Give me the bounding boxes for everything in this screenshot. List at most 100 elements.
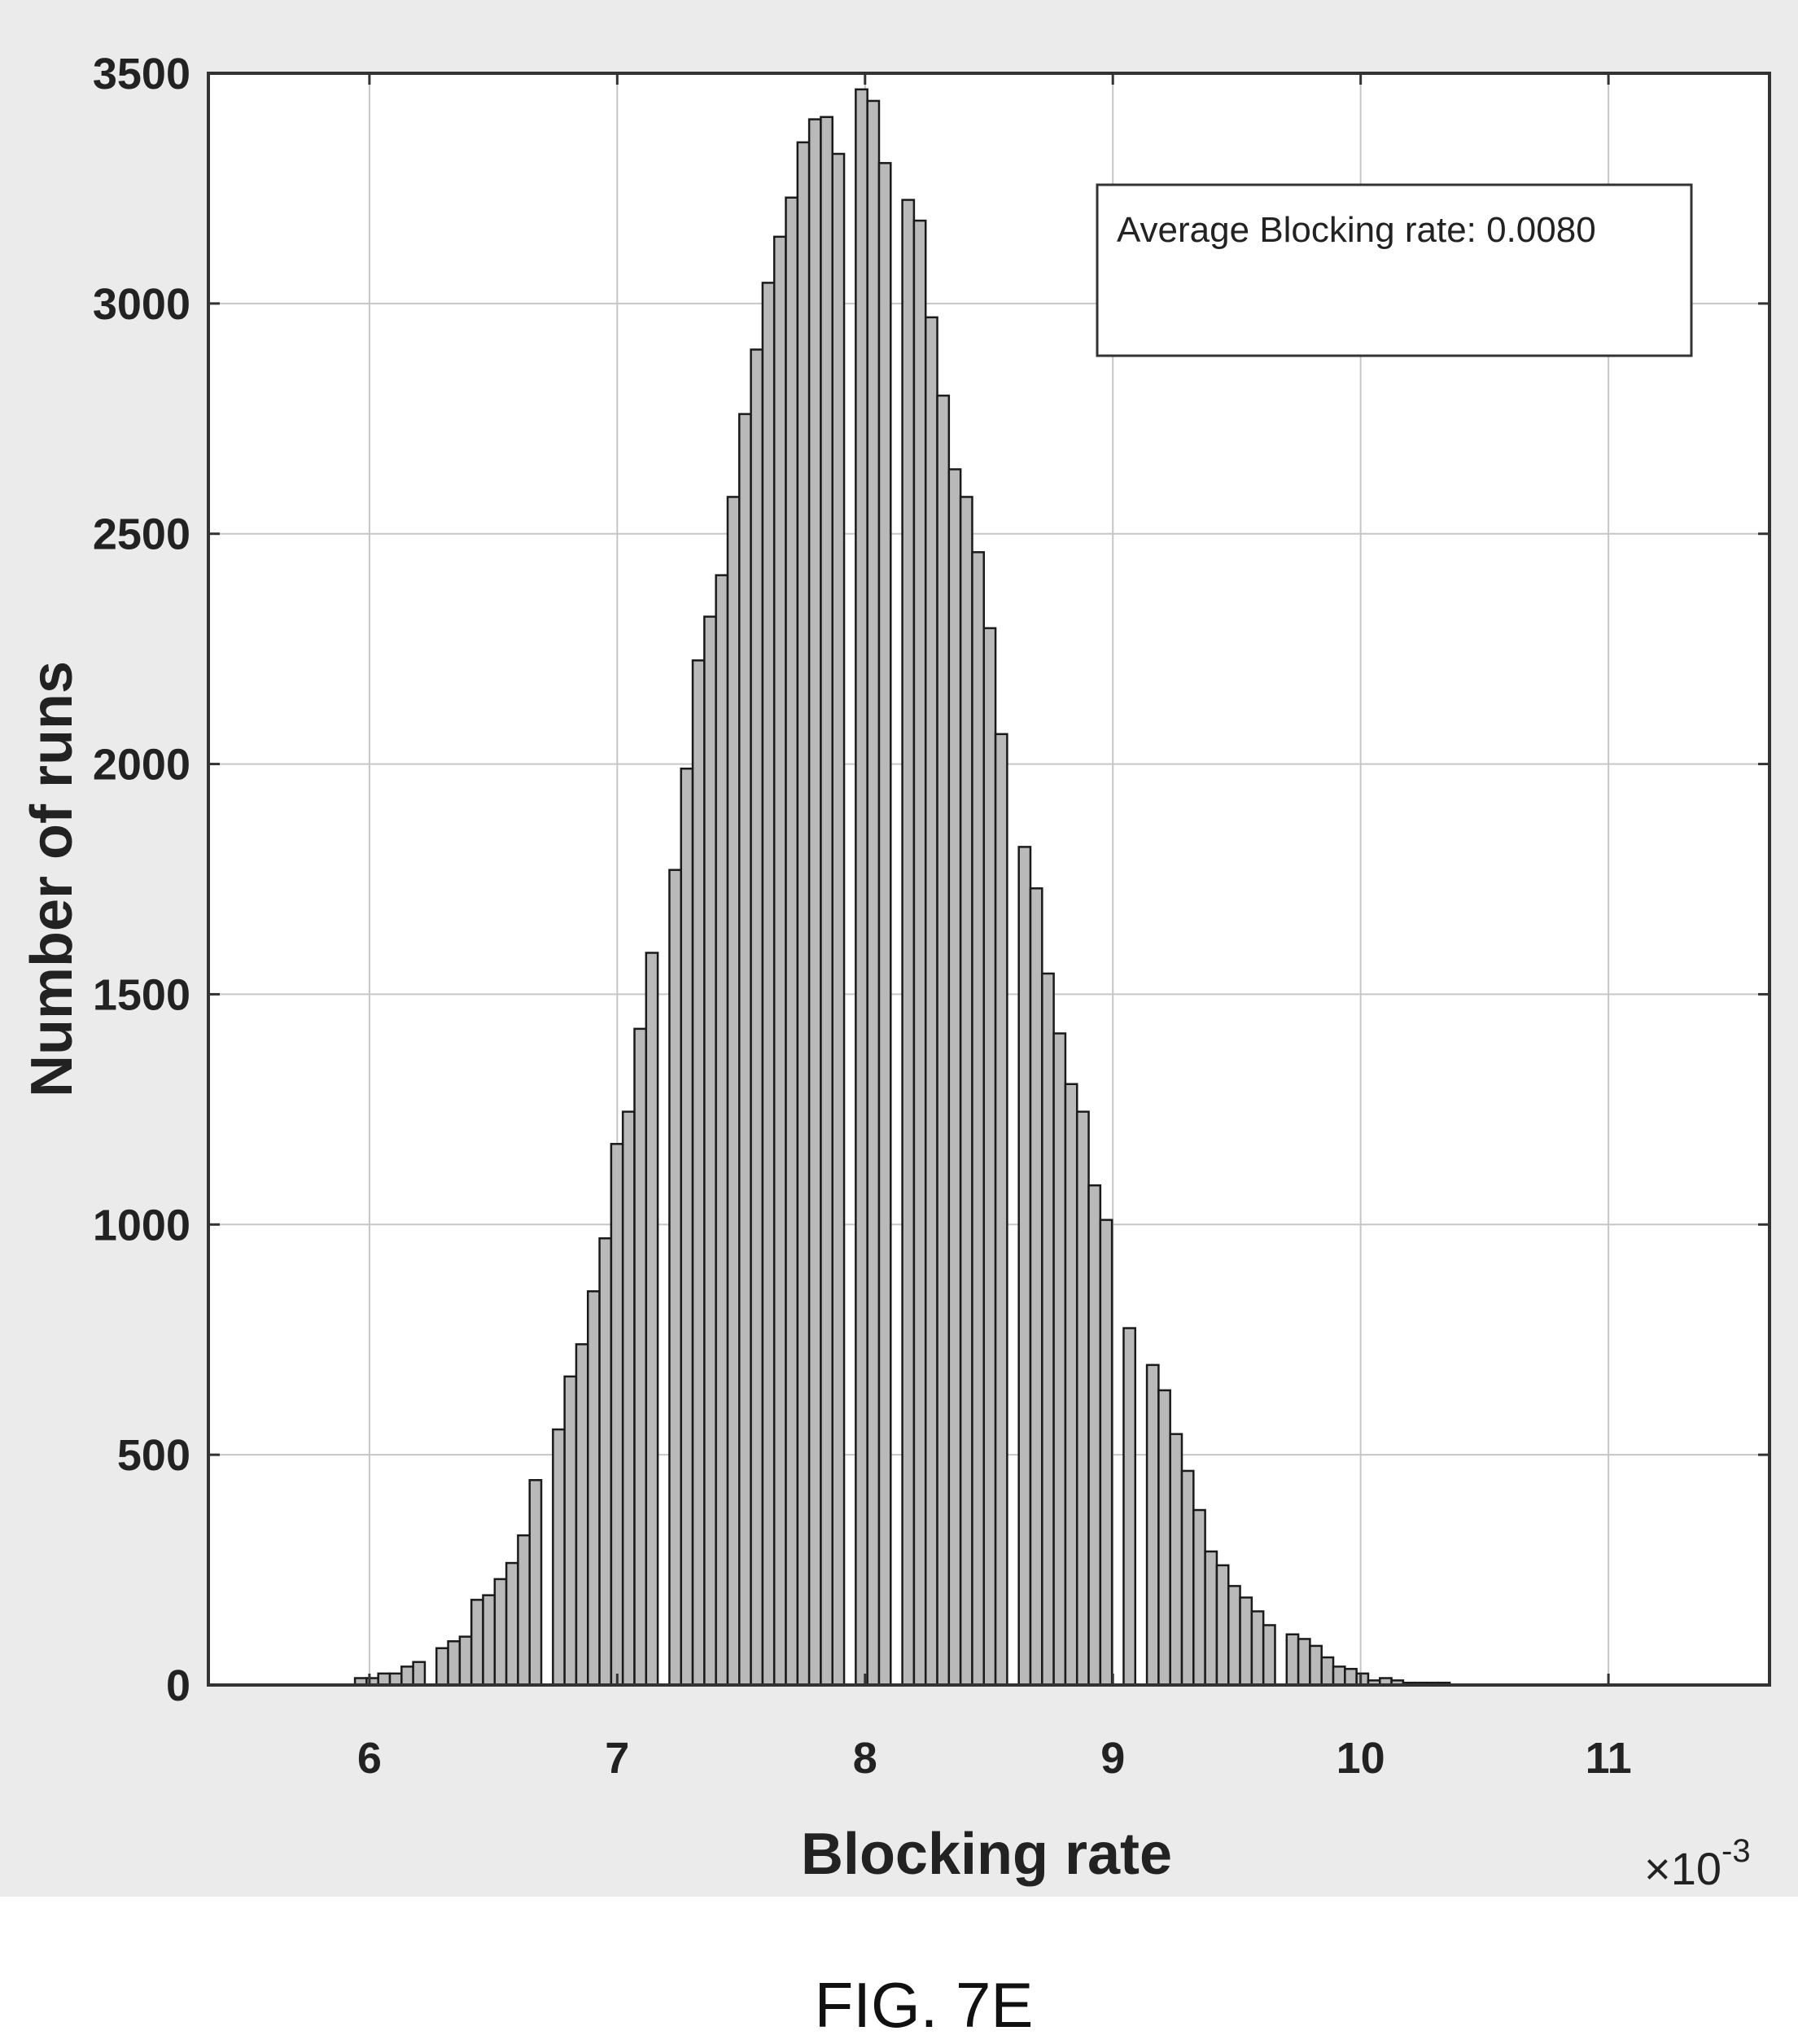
- histogram-bar: [528, 1479, 543, 1687]
- histogram-bar: [738, 413, 752, 1687]
- annotation-frame: [1096, 183, 1693, 357]
- histogram-bar: [1309, 1644, 1323, 1687]
- histogram-bar: [563, 1375, 578, 1687]
- histogram-bar: [866, 99, 881, 1687]
- histogram-bar: [726, 496, 741, 1687]
- x-tick-label-5: 11: [1586, 1734, 1632, 1783]
- y-tick-label-5: 2500: [93, 510, 190, 559]
- histogram-bar: [1204, 1550, 1218, 1687]
- y-tick-label-3: 1500: [93, 970, 190, 1019]
- histogram-bar: [1122, 1327, 1137, 1687]
- x-multiplier: ×10-3: [1644, 1833, 1751, 1894]
- histogram-bar: [1145, 1363, 1160, 1687]
- histogram-bar: [820, 116, 833, 1687]
- histogram-bar: [598, 1237, 613, 1687]
- histogram-bar: [994, 733, 1008, 1687]
- histogram-bar: [668, 869, 682, 1687]
- histogram-bar: [447, 1640, 462, 1687]
- axis-ticks: [208, 72, 1770, 1687]
- histogram-bar: [1169, 1433, 1183, 1687]
- histogram-bar: [750, 348, 764, 1687]
- x-tick-label-2: 8: [853, 1734, 877, 1783]
- y-tick-label-4: 2000: [93, 741, 190, 790]
- histogram-bar: [680, 767, 694, 1687]
- histogram-bar: [517, 1534, 531, 1687]
- histogram-bar: [959, 496, 973, 1687]
- y-tick-label-2: 1000: [93, 1201, 190, 1250]
- histogram-bar: [703, 615, 717, 1687]
- histogram-bar: [1041, 972, 1055, 1687]
- x-tick-label-4: 10: [1336, 1734, 1385, 1783]
- histogram-bar: [947, 468, 962, 1687]
- histogram-bar: [633, 1027, 648, 1687]
- x-tick-labels: 6 7 8 9 10 11: [357, 1734, 1632, 1783]
- histogram-bar: [1332, 1665, 1346, 1687]
- histogram-bar: [388, 1672, 403, 1687]
- histogram-bar: [587, 1290, 601, 1687]
- histogram-bar: [761, 282, 776, 1687]
- histogram-bar: [912, 219, 927, 1687]
- histogram-bar: [1320, 1656, 1335, 1687]
- histogram-bar: [610, 1143, 624, 1687]
- x-multiplier-base: ×10: [1644, 1843, 1721, 1894]
- histogram-bar: [715, 574, 729, 1687]
- y-tick-label-0: 0: [166, 1661, 190, 1710]
- y-tick-label-7: 3500: [93, 50, 190, 98]
- histogram-bar: [1029, 887, 1043, 1687]
- histogram-bar: [901, 199, 916, 1687]
- histogram-bar: [831, 152, 846, 1687]
- histogram-bar: [377, 1672, 392, 1687]
- histogram-bar: [1157, 1389, 1171, 1687]
- histogram-bar: [482, 1594, 497, 1687]
- histogram-bar: [1250, 1610, 1265, 1687]
- histogram-bar: [1052, 1032, 1067, 1687]
- y-tick-label-6: 3000: [93, 280, 190, 329]
- histogram-bar: [1215, 1564, 1230, 1687]
- figure-label: FIG. 7E: [815, 1969, 1034, 2041]
- histogram-bar: [982, 627, 997, 1687]
- histogram-bar: [877, 162, 892, 1687]
- histogram-bar: [1239, 1596, 1253, 1687]
- annotation-box: Average Blocking rate: 0.0080: [1096, 183, 1693, 357]
- histogram-bar: [493, 1578, 508, 1687]
- histogram-bar: [505, 1561, 519, 1687]
- histogram-bar: [412, 1661, 427, 1687]
- histogram-bar: [1355, 1672, 1370, 1687]
- y-tick-label-1: 500: [117, 1431, 190, 1480]
- histogram-bar: [552, 1428, 566, 1687]
- histogram-bar: [1297, 1638, 1311, 1687]
- x-multiplier-exponent: -3: [1721, 1833, 1751, 1869]
- x-tick-label-1: 7: [605, 1734, 629, 1783]
- y-tick-labels: 0 500 1000 1500 2000 2500 3000 3500: [93, 50, 190, 1710]
- histogram-bar: [1262, 1624, 1276, 1687]
- histogram-bar: [1087, 1184, 1102, 1687]
- histogram-bar: [924, 316, 938, 1687]
- annotation-text: Average Blocking rate: 0.0080: [1117, 210, 1596, 250]
- histogram-bar: [400, 1665, 414, 1687]
- x-tick-label-0: 6: [357, 1734, 382, 1783]
- plot-frame: [207, 72, 1771, 1687]
- y-axis-label: Number of runs: [20, 661, 85, 1097]
- histogram-bar: [575, 1343, 589, 1687]
- histogram-bar: [1064, 1083, 1078, 1687]
- histogram-bar: [691, 659, 706, 1687]
- histogram-bar: [1344, 1667, 1358, 1687]
- histogram-bar: [807, 118, 822, 1687]
- histogram-bar: [1227, 1585, 1241, 1687]
- histogram-bar: [470, 1599, 484, 1687]
- histogram-bar: [1180, 1469, 1195, 1687]
- histogram-bar: [645, 952, 659, 1687]
- histogram-bar: [936, 394, 951, 1687]
- histogram-bar: [1192, 1508, 1206, 1687]
- histogram-bar: [458, 1635, 473, 1687]
- histogram-bar: [1075, 1110, 1090, 1687]
- x-axis-label: Blocking rate: [801, 1822, 1172, 1887]
- histogram-bar: [855, 88, 868, 1687]
- histogram-bar: [971, 551, 986, 1687]
- histogram-bar: [435, 1647, 449, 1687]
- histogram-bar: [1099, 1219, 1113, 1687]
- histogram-bar: [1285, 1633, 1300, 1687]
- histogram-bar: [785, 196, 799, 1687]
